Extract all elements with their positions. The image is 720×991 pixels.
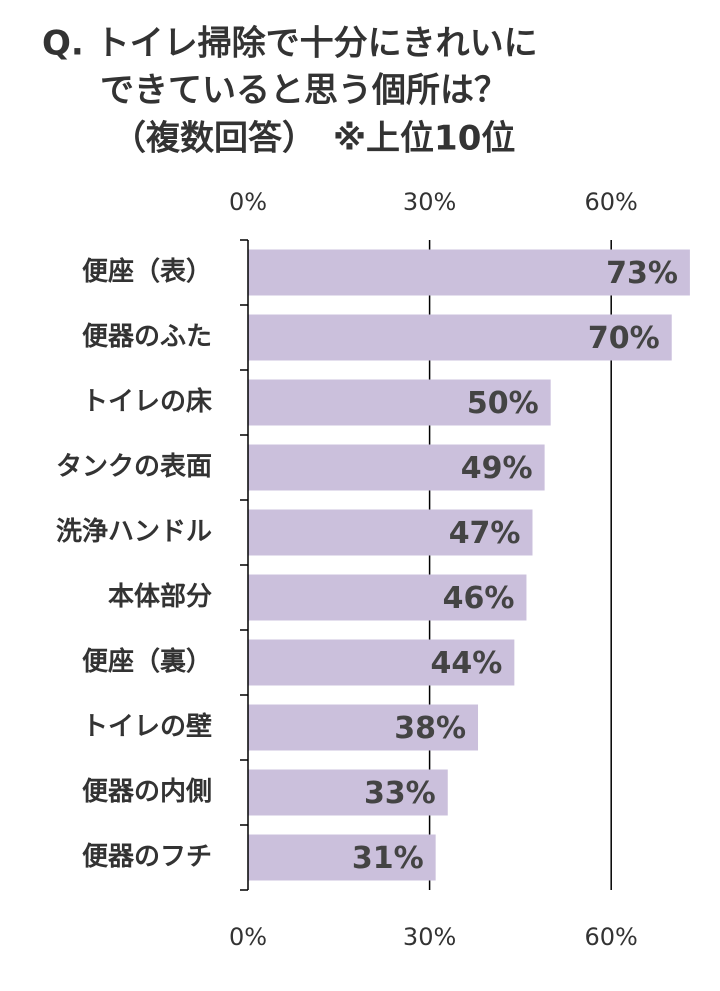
data-label: 73% <box>606 256 678 291</box>
data-label: 70% <box>588 321 660 356</box>
bar <box>248 834 436 881</box>
data-label: 33% <box>364 776 436 811</box>
chart-title: できていると思う個所は？ <box>100 71 508 111</box>
x-tick-label: 60% <box>585 188 638 216</box>
bar <box>248 704 479 751</box>
data-label: 50% <box>467 386 539 421</box>
y-tick-label: 洗浄ハンドル <box>56 517 212 547</box>
chart-title: Q. トイレ掃除で十分にきれいに <box>42 24 538 64</box>
x-tick-label: 0% <box>229 188 267 216</box>
x-tick-label: 60% <box>585 923 638 951</box>
y-tick-label: 便器のフチ <box>82 842 212 872</box>
chart-title: （複数回答） ※上位10位 <box>112 119 515 159</box>
bar <box>248 249 690 296</box>
y-tick-label: 便器の内側 <box>82 777 212 807</box>
bar <box>248 444 545 491</box>
bar <box>248 379 551 426</box>
y-tick-label: 便座（裏） <box>82 646 212 677</box>
y-tick-label: トイレの壁 <box>82 711 212 742</box>
bar <box>248 769 448 816</box>
y-tick-label: 本体部分 <box>108 582 212 612</box>
data-label: 46% <box>443 581 515 616</box>
data-label: 44% <box>431 646 503 681</box>
bar <box>248 574 527 621</box>
y-tick-label: トイレの床 <box>82 386 212 417</box>
data-label: 31% <box>352 841 424 876</box>
data-label: 38% <box>394 711 466 746</box>
y-tick-label: 便座（表） <box>82 256 212 287</box>
bar <box>248 509 533 556</box>
x-tick-label: 0% <box>229 923 267 951</box>
bar <box>248 639 515 686</box>
y-tick-label: 便器のふた <box>82 322 212 352</box>
bar <box>248 314 672 361</box>
data-label: 47% <box>449 516 521 551</box>
data-label: 49% <box>461 451 533 486</box>
x-tick-label: 30% <box>403 188 456 216</box>
x-tick-label: 30% <box>403 923 456 951</box>
y-tick-label: タンクの表面 <box>56 452 212 482</box>
